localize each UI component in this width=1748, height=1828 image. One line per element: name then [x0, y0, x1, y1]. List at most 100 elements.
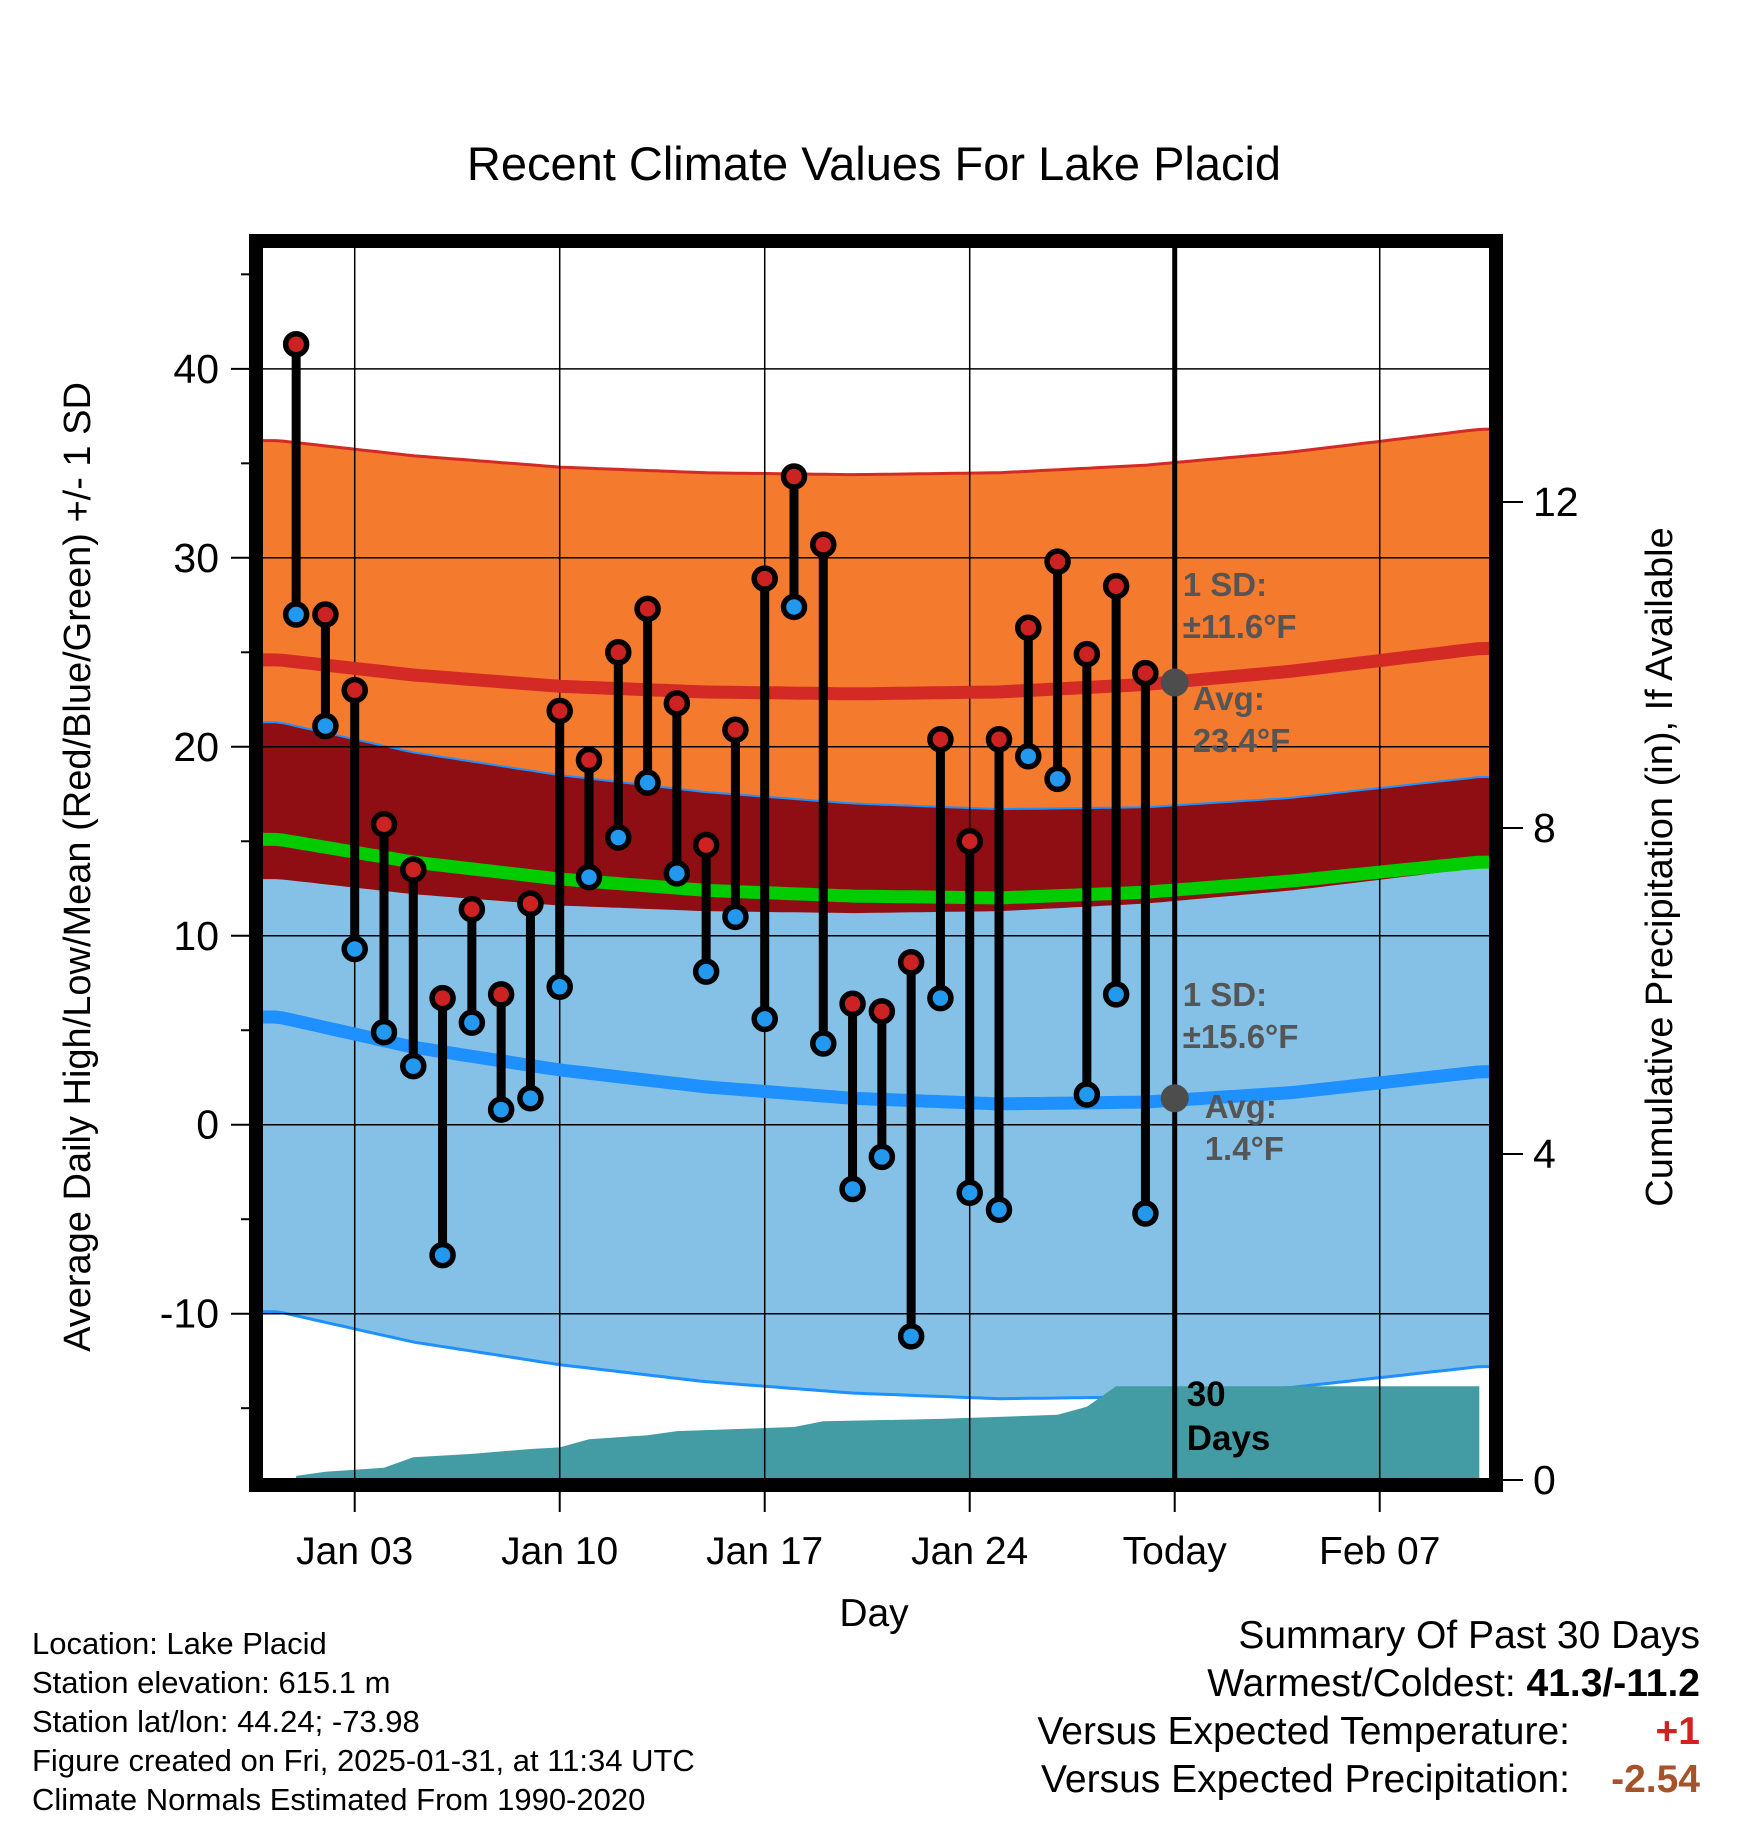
- y-tick-label: 20: [173, 724, 219, 770]
- y-tick-label: 30: [173, 535, 219, 581]
- elevation-text: Station elevation: 615.1 m: [32, 1665, 391, 1700]
- temp-vs-expected-row: Versus Expected Temperature: +1: [1037, 1708, 1700, 1756]
- high-avg-value: 23.4°F: [1193, 722, 1291, 759]
- daily-high-point: [341, 676, 368, 704]
- overlap-band: [261, 722, 1491, 914]
- daily-high-point: [839, 990, 866, 1018]
- today-avg-low-marker: [1160, 1084, 1189, 1113]
- daily-high-point: [1015, 614, 1042, 641]
- y-axis-label: Average Daily High/Low/Mean (Red/Blue/Gr…: [57, 382, 99, 1352]
- days-label-text: Days: [1187, 1419, 1271, 1458]
- daily-low-point: [1044, 765, 1071, 793]
- daily-low-point: [429, 1241, 456, 1269]
- x-tick-label: Today: [1123, 1530, 1228, 1573]
- warmest-label: Warmest/Coldest:: [1207, 1662, 1527, 1705]
- daily-high-point: [487, 981, 515, 1008]
- y-tick-label: 10: [173, 913, 219, 959]
- warmest-value: 41.3/-11.2: [1526, 1662, 1700, 1705]
- y2-axis-label: Cumulative Precipitation (in), If Availa…: [1639, 527, 1681, 1206]
- daily-low-point: [1102, 981, 1130, 1008]
- y-tick-label: -10: [160, 1291, 219, 1337]
- daily-low-point: [985, 1196, 1013, 1224]
- daily-high-point: [312, 601, 339, 628]
- temp-vs-expected-label: Versus Expected Temperature:: [1037, 1710, 1570, 1753]
- high-sd-label: 1 SD:: [1183, 566, 1267, 603]
- location-text: Location: Lake Placid: [32, 1626, 327, 1661]
- daily-high-point: [897, 948, 925, 976]
- precip-vs-expected-row: Versus Expected Precipitation: -2.54: [1037, 1756, 1700, 1804]
- daily-low-point: [1132, 1200, 1159, 1227]
- daily-high-point: [927, 725, 954, 753]
- daily-high-point: [546, 697, 573, 725]
- low-avg-label: Avg:: [1205, 1088, 1277, 1125]
- summary-title: Summary Of Past 30 Days: [1238, 1614, 1700, 1657]
- cumulative-precip-area: [296, 1386, 1480, 1480]
- daily-low-point: [810, 1030, 837, 1057]
- summary-panel: Summary Of Past 30 Days Warmest/Coldest:…: [1037, 1612, 1700, 1804]
- daily-low-point: [282, 601, 310, 628]
- daily-high-point: [1132, 659, 1159, 687]
- daily-high-point: [429, 984, 456, 1012]
- y2-tick-label: 12: [1533, 479, 1579, 525]
- daily-low-point: [868, 1143, 896, 1171]
- daily-low-point: [663, 860, 691, 887]
- daily-low-point: [751, 1005, 778, 1033]
- daily-low-point: [341, 935, 368, 963]
- station-info: Location: Lake Placid Station elevation:…: [32, 1624, 695, 1819]
- y-tick-label: 40: [173, 346, 219, 392]
- daily-high-point: [663, 690, 691, 717]
- warmest-coldest-row: Warmest/Coldest: 41.3/-11.2: [1037, 1660, 1700, 1708]
- daily-high-point: [282, 331, 310, 358]
- daily-high-point: [458, 896, 486, 923]
- precip-vs-expected-value: -2.54: [1611, 1758, 1700, 1801]
- today-avg-high-marker: [1160, 668, 1189, 697]
- x-tick-label: Jan 10: [501, 1530, 618, 1573]
- daily-high-point: [722, 716, 749, 744]
- daily-low-point: [517, 1085, 544, 1112]
- daily-high-point: [634, 595, 661, 623]
- daily-high-point: [985, 725, 1013, 753]
- normal-mean-line: [261, 832, 1491, 905]
- daily-high-point: [575, 746, 603, 774]
- days-label-number: 30: [1187, 1375, 1226, 1414]
- daily-low-point: [780, 593, 808, 621]
- daily-high-point: [751, 565, 778, 592]
- daily-high-point: [370, 811, 398, 838]
- daily-low-point: [897, 1323, 925, 1350]
- low-sd-label: 1 SD:: [1183, 976, 1267, 1013]
- chart-title: Recent Climate Values For Lake Placid: [467, 137, 1281, 190]
- daily-low-point: [312, 712, 339, 740]
- daily-high-point: [810, 531, 837, 558]
- normal-high-line: [261, 642, 1491, 701]
- daily-low-point: [1015, 742, 1042, 770]
- daily-low-point: [1073, 1081, 1101, 1108]
- daily-low-point: [839, 1175, 866, 1203]
- daily-low-point: [575, 863, 603, 891]
- latlon-text: Station lat/lon: 44.24; -73.98: [32, 1704, 420, 1739]
- high-sd-value: ±11.6°F: [1183, 608, 1297, 645]
- daily-low-point: [722, 903, 749, 931]
- x-tick-label: Jan 03: [296, 1530, 413, 1573]
- daily-low-point: [692, 958, 720, 985]
- daily-high-point: [868, 998, 896, 1025]
- daily-high-point: [956, 828, 983, 855]
- daily-low-point: [487, 1096, 515, 1123]
- low-avg-value: 1.4°F: [1205, 1130, 1284, 1167]
- created-text: Figure created on Fri, 2025-01-31, at 11…: [32, 1743, 695, 1778]
- normals-text: Climate Normals Estimated From 1990-2020: [32, 1782, 646, 1817]
- y2-tick-label: 8: [1533, 805, 1556, 851]
- x-tick-label: Jan 24: [911, 1530, 1028, 1573]
- daily-low-point: [956, 1179, 983, 1207]
- y-tick-label: 0: [196, 1102, 219, 1148]
- daily-high-point: [1073, 640, 1101, 668]
- daily-low-point: [634, 769, 661, 796]
- daily-low-point: [927, 984, 954, 1012]
- y2-tick-label: 0: [1533, 1457, 1556, 1503]
- daily-low-point: [546, 973, 573, 1001]
- daily-high-point: [517, 890, 544, 917]
- plot-area: [261, 246, 1491, 1480]
- plot-frame: [249, 234, 1503, 1492]
- daily-low-point: [605, 824, 632, 851]
- temp-vs-expected-value: +1: [1655, 1710, 1700, 1753]
